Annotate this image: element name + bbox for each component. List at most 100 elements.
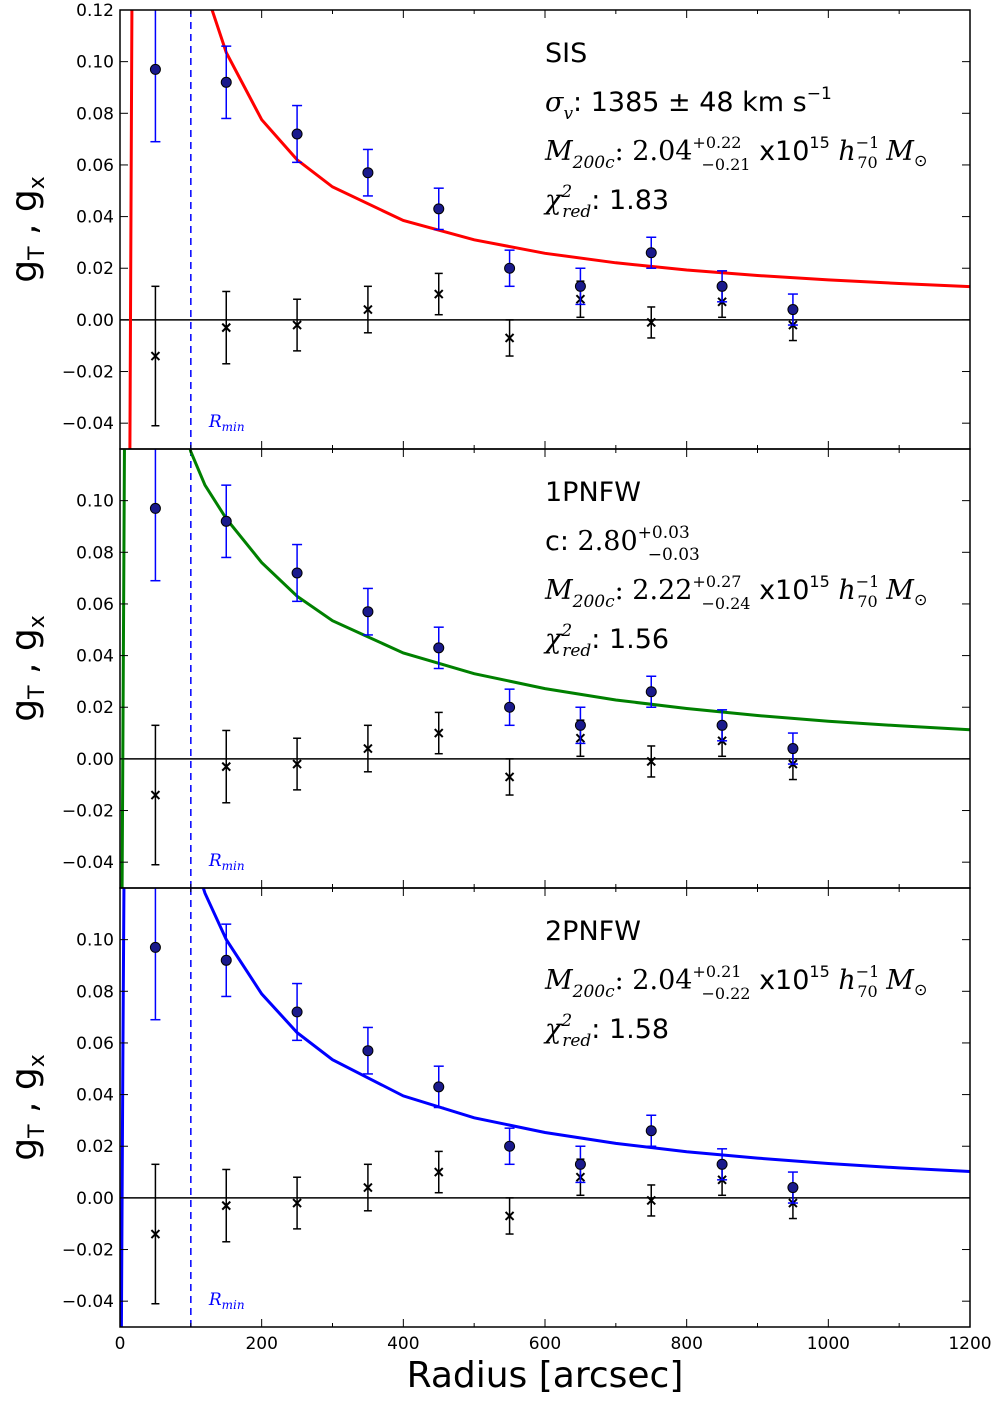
annotation-line: χ2 red: 1.58	[543, 1011, 669, 1051]
y-tick-label: −0.02	[62, 1241, 114, 1261]
annotation-sup: +0.03	[638, 523, 690, 543]
ylabel-t: T	[25, 685, 50, 700]
annotation-m: M	[878, 575, 916, 606]
ylabel-g: g	[4, 1138, 45, 1161]
annotation-h: h	[830, 965, 856, 996]
y-tick-label: 0.00	[76, 1189, 114, 1209]
annotation-symbol: σ	[545, 87, 565, 118]
gx-point	[292, 759, 302, 769]
ylabel-x: x	[25, 1054, 50, 1067]
y-tick-label: −0.04	[62, 414, 114, 434]
annotation-tail: x10	[750, 136, 809, 167]
annotation-symbol: χ	[543, 1014, 563, 1045]
panel-frame	[119, 887, 971, 1328]
annotation-m-sub: ⊙	[914, 980, 927, 999]
gt-point	[362, 606, 374, 618]
annotation-line: χ2 red: 1.56	[543, 621, 669, 661]
gx-point	[434, 1167, 444, 1177]
annotation-sup: 2	[560, 182, 572, 202]
annotation-h-sub: 70	[857, 153, 877, 172]
gt-point	[645, 247, 657, 259]
x-axis-label: Radius [arcsec]	[407, 1355, 684, 1396]
annotation-symbol: M	[544, 965, 574, 996]
annotation-sub: −0.24	[701, 594, 750, 613]
annotation-h: h	[830, 136, 856, 167]
ylabel-g: g	[4, 260, 45, 283]
annotation-sub: −0.03	[648, 545, 700, 565]
y-tick-label: 0.00	[76, 311, 114, 331]
annotation-line: c: 2.80+0.03 −0.03	[545, 523, 700, 565]
gt-point	[787, 304, 799, 316]
y-axis-label: gT , gx	[4, 176, 50, 283]
gt-point	[645, 1125, 657, 1137]
panel-1pnfw: Rmin−0.04−0.020.000.020.040.060.080.10gT…	[4, 448, 971, 889]
panel-title: 2PNFW	[545, 916, 641, 947]
annotation-tail-sup: 15	[809, 572, 829, 591]
x-tick-label: 800	[670, 1334, 702, 1354]
annotation-text: : 2.04	[615, 136, 693, 167]
annotation-m: M	[878, 965, 916, 996]
y-tick-label: 0.08	[76, 104, 114, 124]
annotation-m-sub: ⊙	[914, 151, 927, 170]
annotation-tail: x10	[750, 965, 809, 996]
annotation-text: :	[560, 526, 578, 557]
x-tick-label: 0	[115, 1334, 126, 1354]
gt-point	[645, 686, 657, 698]
ylabel-g: g	[4, 189, 45, 212]
annotation-sub: red	[562, 641, 591, 661]
annotation-sup: +0.22	[692, 133, 741, 152]
rmin-label: Rmin	[208, 412, 245, 434]
x-tick-label: 600	[529, 1334, 561, 1354]
annotation-sub: red	[562, 1031, 591, 1051]
gt-point	[504, 701, 516, 713]
annotation-text: : 1.56	[591, 624, 669, 655]
y-tick-label: 0.10	[76, 931, 114, 951]
annotation-sub: v	[563, 104, 573, 124]
gt-point	[220, 954, 232, 966]
y-tick-label: 0.08	[76, 982, 114, 1002]
y-tick-label: 0.02	[76, 1137, 114, 1157]
ylabel-sep: ,	[4, 212, 45, 246]
gt-point	[362, 1045, 374, 1057]
rmin-label: Rmin	[208, 1290, 245, 1312]
y-tick-label: 0.10	[76, 53, 114, 73]
gt-point	[149, 63, 161, 75]
gx-point	[504, 1211, 515, 1221]
annotation-symbol: χ	[543, 185, 563, 216]
gx-point	[646, 1195, 656, 1206]
x-tick-label: 400	[387, 1334, 419, 1354]
gt-point	[574, 719, 586, 731]
ylabel-g: g	[4, 1067, 45, 1090]
rmin-label-sub: min	[222, 1298, 245, 1312]
annotation-symbol: M	[544, 136, 574, 167]
gt-point	[504, 1140, 516, 1152]
x-tick-label: 1000	[807, 1334, 850, 1354]
gt-point	[716, 719, 728, 731]
ylabel-x: x	[25, 176, 50, 189]
gx-point	[150, 351, 161, 361]
gx-point	[292, 1198, 302, 1208]
annotation-h-sup: −1	[856, 572, 880, 591]
annotation-text: : 2.22	[615, 575, 693, 606]
y-tick-label: −0.04	[62, 1292, 114, 1312]
annotation-symbol: c	[545, 526, 560, 557]
panel-frame	[119, 9, 971, 450]
ylabel-t: T	[25, 1124, 50, 1139]
rmin-label-sub: min	[222, 859, 245, 873]
y-tick-label: 0.02	[76, 698, 114, 718]
gx-point	[646, 317, 656, 328]
annotation-line: M200c: 2.22+0.27 −0.24 x1015 h−1 70 M⊙	[544, 572, 927, 613]
gx-point	[363, 304, 373, 315]
x-tick-label: 1200	[948, 1334, 991, 1354]
ylabel-t: T	[25, 246, 50, 261]
gt-point	[433, 1081, 445, 1093]
gt-point	[787, 1182, 799, 1194]
annotation-h-sub: 70	[857, 592, 877, 611]
gt-point	[220, 76, 232, 88]
gx-point	[363, 743, 373, 754]
annotation-symbol: M	[544, 575, 574, 606]
ylabel-sep: ,	[4, 1090, 45, 1124]
annotation-m: M	[878, 136, 916, 167]
